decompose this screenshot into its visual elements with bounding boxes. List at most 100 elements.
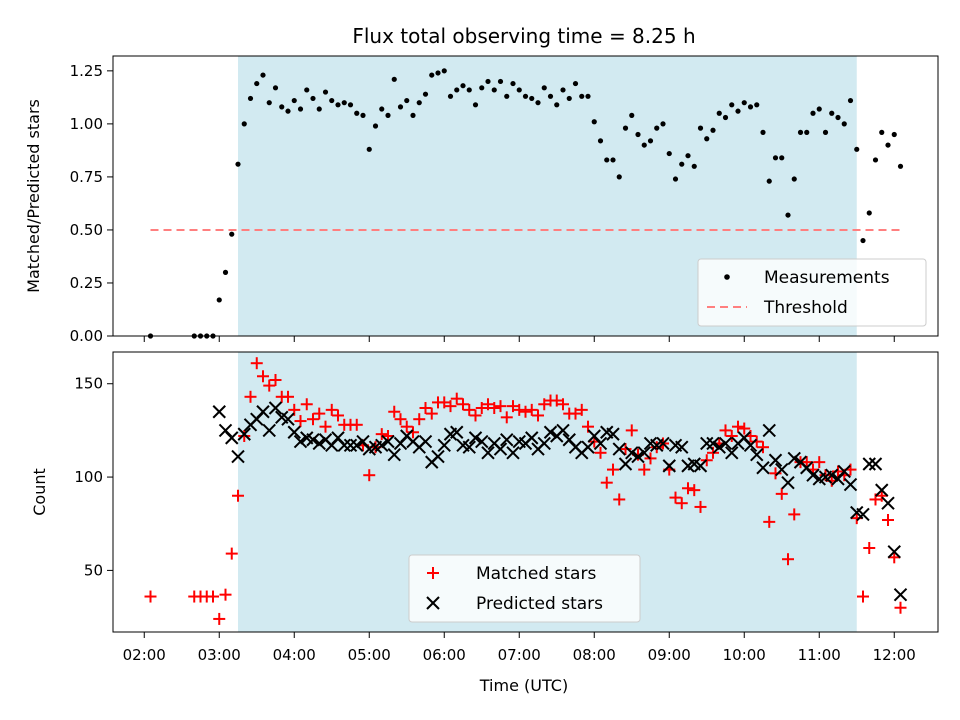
measurement-point	[879, 129, 885, 135]
bottom-x-axis-label: Time (UTC)	[479, 676, 568, 695]
measurement-point	[572, 80, 579, 87]
measurement-point	[491, 87, 497, 93]
measurement-point	[341, 100, 347, 106]
matched-star-point	[244, 390, 257, 403]
matched-star-point	[669, 491, 682, 504]
matched-star-point	[863, 542, 876, 554]
measurement-point	[566, 95, 572, 102]
measurement-point	[372, 123, 379, 129]
measurement-point	[691, 163, 697, 169]
matched-star-point	[832, 465, 844, 478]
matched-star-point	[800, 456, 813, 469]
measurement-point	[660, 121, 666, 127]
y-tick-label: 1.00	[70, 115, 103, 133]
y-tick-label: 0.00	[70, 327, 103, 345]
measurement-point	[472, 102, 479, 108]
predicted-star-point	[625, 446, 639, 460]
matched-star-point	[207, 590, 219, 603]
top-plot-frame	[112, 55, 939, 337]
matched-star-point	[388, 405, 401, 418]
predicted-star-point	[768, 453, 783, 467]
matched-star-point	[788, 508, 801, 521]
predicted-star-point	[868, 457, 883, 471]
measurement-point	[666, 150, 672, 157]
matched-star-point	[738, 422, 751, 435]
matched-star-point	[300, 398, 313, 411]
measurement-point	[366, 146, 372, 152]
measurement-point	[591, 119, 597, 125]
matched-star-point	[282, 390, 294, 403]
x-tick-label: 11:00	[798, 646, 841, 664]
measurement-point	[679, 161, 685, 167]
measurement-point	[272, 85, 279, 91]
matched-star-point	[263, 379, 276, 392]
measurement-point	[629, 112, 635, 118]
measurement-point	[429, 72, 435, 78]
predicted-star-point	[750, 447, 764, 462]
predicted-star-point	[306, 433, 320, 447]
predicted-star-point	[593, 436, 608, 451]
measurement-point	[829, 110, 835, 116]
measurement-point	[579, 93, 585, 99]
matched-star-point	[600, 476, 613, 489]
measurement-point	[541, 85, 547, 91]
measurement-point	[810, 110, 816, 116]
measurement-point	[585, 93, 591, 99]
measurement-point	[397, 104, 404, 110]
measurement-point	[697, 125, 704, 131]
y-tick-label: 150	[74, 375, 103, 393]
matched-star-point	[494, 400, 507, 413]
measurement-point	[391, 76, 397, 82]
measurement-point	[229, 231, 235, 237]
measurement-point	[735, 108, 741, 114]
matched-star-point	[269, 374, 282, 386]
matched-star-point	[607, 463, 619, 476]
measurement-point	[360, 112, 366, 118]
predicted-star-point	[618, 457, 633, 471]
matched-star-point	[638, 463, 651, 476]
measurement-point	[647, 138, 654, 144]
predicted-star-point	[387, 447, 401, 462]
measurement-point	[291, 97, 297, 104]
matched-star-point	[519, 405, 532, 418]
matched-star-point	[769, 467, 782, 480]
matched-star-point	[813, 456, 826, 469]
measurement-point	[329, 97, 335, 104]
matched-star-point	[375, 428, 388, 441]
matched-star-point	[232, 489, 244, 502]
measurement-point	[241, 121, 247, 127]
matched-star-points	[144, 357, 907, 625]
predicted-star-point	[481, 446, 495, 460]
measurement-point	[641, 142, 647, 148]
legend-threshold-label: Threshold	[763, 298, 848, 318]
measurement-point	[466, 87, 472, 93]
matched-star-point	[500, 411, 513, 424]
measurement-point	[610, 157, 616, 163]
measurement-point	[766, 178, 772, 184]
measurement-point	[510, 80, 516, 87]
measurement-point	[554, 102, 560, 108]
measurement-points	[147, 68, 904, 339]
predicted-star-point	[856, 507, 870, 522]
matched-star-point	[857, 590, 869, 603]
matched-star-point	[450, 392, 463, 405]
predicted-star-point	[581, 440, 595, 454]
measurement-point	[672, 176, 679, 182]
predicted-star-point	[418, 434, 433, 449]
predicted-star-point	[450, 425, 464, 439]
matched-star-point	[475, 402, 488, 414]
measurement-point	[897, 163, 904, 169]
chart-title: Flux total observing time = 8.25 h	[352, 24, 695, 48]
measurement-point	[791, 176, 797, 182]
x-tick-label: 08:00	[573, 646, 616, 664]
matched-star-point	[882, 514, 894, 526]
measurement-point	[222, 269, 229, 275]
measurement-point	[654, 125, 660, 131]
bottom-plot-frame	[112, 351, 939, 633]
matched-star-point	[144, 590, 157, 603]
x-tick-label: 09:00	[648, 646, 691, 664]
predicted-star-point	[231, 449, 245, 464]
matched-star-point	[888, 551, 901, 564]
